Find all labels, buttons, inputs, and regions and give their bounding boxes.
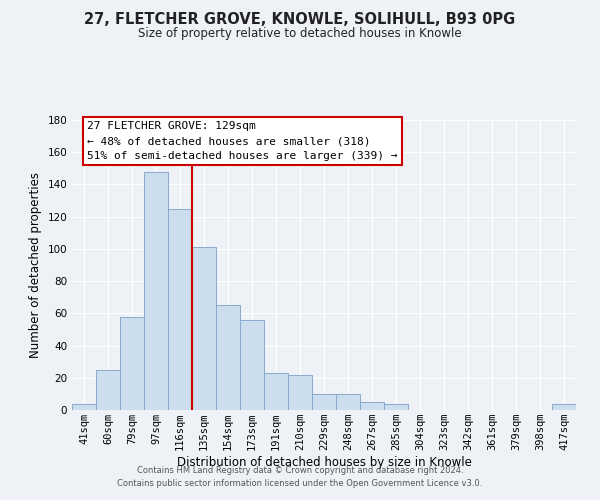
Text: 27, FLETCHER GROVE, KNOWLE, SOLIHULL, B93 0PG: 27, FLETCHER GROVE, KNOWLE, SOLIHULL, B9… — [85, 12, 515, 28]
Bar — [360, 402, 384, 410]
Text: 27 FLETCHER GROVE: 129sqm
← 48% of detached houses are smaller (318)
51% of semi: 27 FLETCHER GROVE: 129sqm ← 48% of detac… — [87, 122, 398, 161]
Bar — [288, 374, 312, 410]
Y-axis label: Number of detached properties: Number of detached properties — [29, 172, 42, 358]
Bar — [384, 404, 408, 410]
Bar — [96, 370, 120, 410]
Text: Size of property relative to detached houses in Knowle: Size of property relative to detached ho… — [138, 28, 462, 40]
Bar — [216, 306, 240, 410]
Bar — [72, 404, 96, 410]
Bar — [144, 172, 168, 410]
Bar — [264, 373, 288, 410]
Bar — [168, 208, 192, 410]
Bar — [192, 248, 216, 410]
Bar — [120, 316, 144, 410]
Text: Contains HM Land Registry data © Crown copyright and database right 2024.
Contai: Contains HM Land Registry data © Crown c… — [118, 466, 482, 487]
Bar — [336, 394, 360, 410]
Bar — [240, 320, 264, 410]
Bar — [312, 394, 336, 410]
X-axis label: Distribution of detached houses by size in Knowle: Distribution of detached houses by size … — [176, 456, 472, 469]
Bar — [552, 404, 576, 410]
